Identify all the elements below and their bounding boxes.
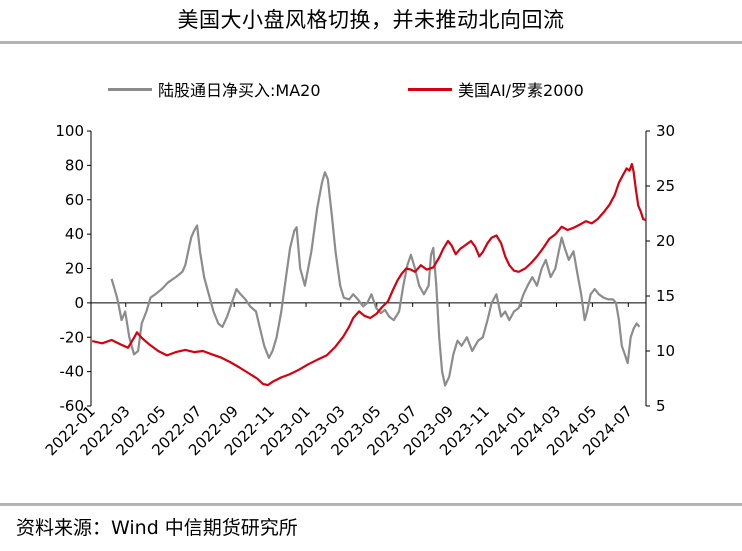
left-y-tick-label: -40	[60, 363, 85, 381]
legend-item-northbound: 陆股通日净买入:MA20	[108, 77, 321, 101]
left-y-tick-label: 0	[74, 294, 84, 312]
right-y-tick-label: 25	[656, 177, 675, 195]
left-y-tick-label: 80	[65, 156, 84, 174]
left-y-tick-label: 100	[55, 122, 84, 140]
right-y-tick-label: 30	[656, 122, 675, 140]
left-y-tick-label: 60	[65, 191, 84, 209]
legend-item-ai-russell: 美国AI/罗素2000	[408, 77, 584, 101]
left-y-tick-label: -60	[60, 397, 85, 415]
series-line-ai-russell	[91, 162, 647, 387]
left-y-tick-label: 40	[65, 225, 84, 243]
legend-label-northbound: 陆股通日净买入:MA20	[158, 81, 321, 100]
left-y-tick-label: -20	[60, 328, 85, 346]
legend-swatch-northbound	[108, 87, 152, 91]
top-divider	[0, 41, 742, 44]
bottom-divider	[0, 503, 742, 506]
right-y-tick-label: 10	[656, 342, 675, 360]
right-y-tick-label: 5	[656, 397, 666, 415]
series-line-northbound	[110, 171, 641, 387]
left-y-tick-label: 20	[65, 260, 84, 278]
source-note: 资料来源：Wind 中信期货研究所	[16, 517, 298, 539]
right-y-tick-label: 15	[656, 287, 675, 305]
right-y-tick-label: 20	[656, 232, 675, 250]
legend-label-ai-russell: 美国AI/罗素2000	[458, 81, 584, 100]
legend-swatch-ai-russell	[408, 87, 452, 91]
chart-title: 美国大小盘风格切换，并未推动北向回流	[177, 8, 565, 32]
